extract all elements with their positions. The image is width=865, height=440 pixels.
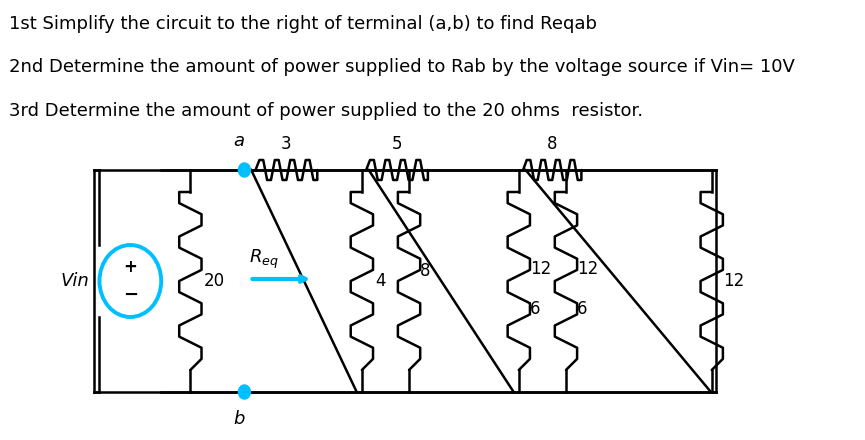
Text: $R_{eq}$: $R_{eq}$ xyxy=(248,247,279,271)
Text: 6: 6 xyxy=(530,300,541,318)
Text: 6: 6 xyxy=(577,300,587,318)
Text: −: − xyxy=(123,286,138,304)
Text: Vin: Vin xyxy=(61,272,89,290)
Text: 12: 12 xyxy=(723,272,744,290)
Text: a: a xyxy=(234,132,245,150)
Text: 20: 20 xyxy=(204,272,225,290)
Text: +: + xyxy=(124,258,138,276)
Circle shape xyxy=(239,163,250,177)
Text: 2nd Determine the amount of power supplied to Rab by the voltage source if Vin= : 2nd Determine the amount of power suppli… xyxy=(9,58,794,76)
Text: 4: 4 xyxy=(375,272,386,290)
Text: 1st Simplify the circuit to the right of terminal (a,b) to find Reqab: 1st Simplify the circuit to the right of… xyxy=(9,15,597,33)
Text: 3: 3 xyxy=(281,135,292,153)
Text: b: b xyxy=(234,410,245,428)
Text: 3rd Determine the amount of power supplied to the 20 ohms  resistor.: 3rd Determine the amount of power suppli… xyxy=(9,102,643,120)
Circle shape xyxy=(239,385,250,399)
Text: 12: 12 xyxy=(577,260,599,278)
Text: 12: 12 xyxy=(530,260,551,278)
Text: 8: 8 xyxy=(420,262,431,280)
Text: 8: 8 xyxy=(547,135,557,153)
Text: 5: 5 xyxy=(392,135,402,153)
